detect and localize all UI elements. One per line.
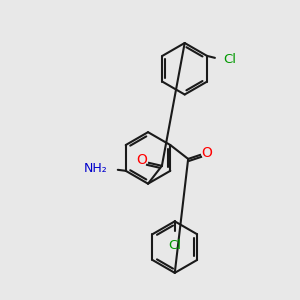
Text: NH₂: NH₂	[84, 162, 108, 175]
Text: Cl: Cl	[168, 239, 181, 252]
Text: Cl: Cl	[223, 53, 236, 66]
Text: O: O	[202, 146, 212, 160]
Text: O: O	[136, 153, 148, 167]
